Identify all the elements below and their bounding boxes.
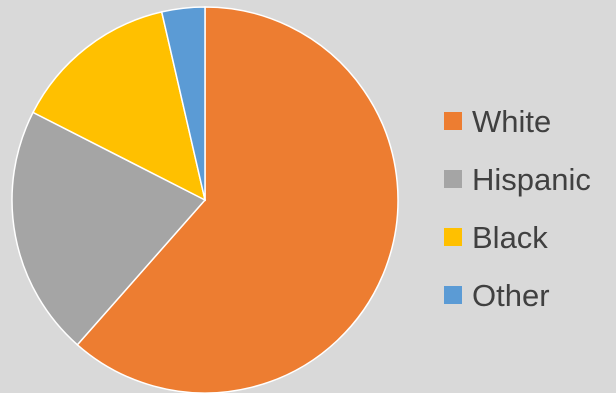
legend-item-hispanic: Hispanic: [444, 150, 591, 208]
legend-swatch-hispanic: [444, 170, 462, 188]
legend-label-hispanic: Hispanic: [472, 161, 591, 197]
pie-slice-other: [160, 6, 206, 201]
legend-label-white: White: [472, 103, 552, 139]
legend-item-black: Black: [444, 208, 591, 266]
pie-slice-hispanic: [11, 111, 207, 346]
legend-swatch-black: [444, 228, 462, 246]
legend-item-white: White: [444, 92, 591, 150]
legend-swatch-white: [444, 112, 462, 130]
pie-slice-white: [76, 6, 399, 393]
legend-label-other: Other: [472, 277, 550, 313]
legend: White Hispanic Black Other: [444, 92, 591, 324]
legend-label-black: Black: [472, 219, 548, 255]
legend-swatch-other: [444, 286, 462, 304]
pie-slice-black: [32, 11, 207, 202]
legend-item-other: Other: [444, 266, 591, 324]
